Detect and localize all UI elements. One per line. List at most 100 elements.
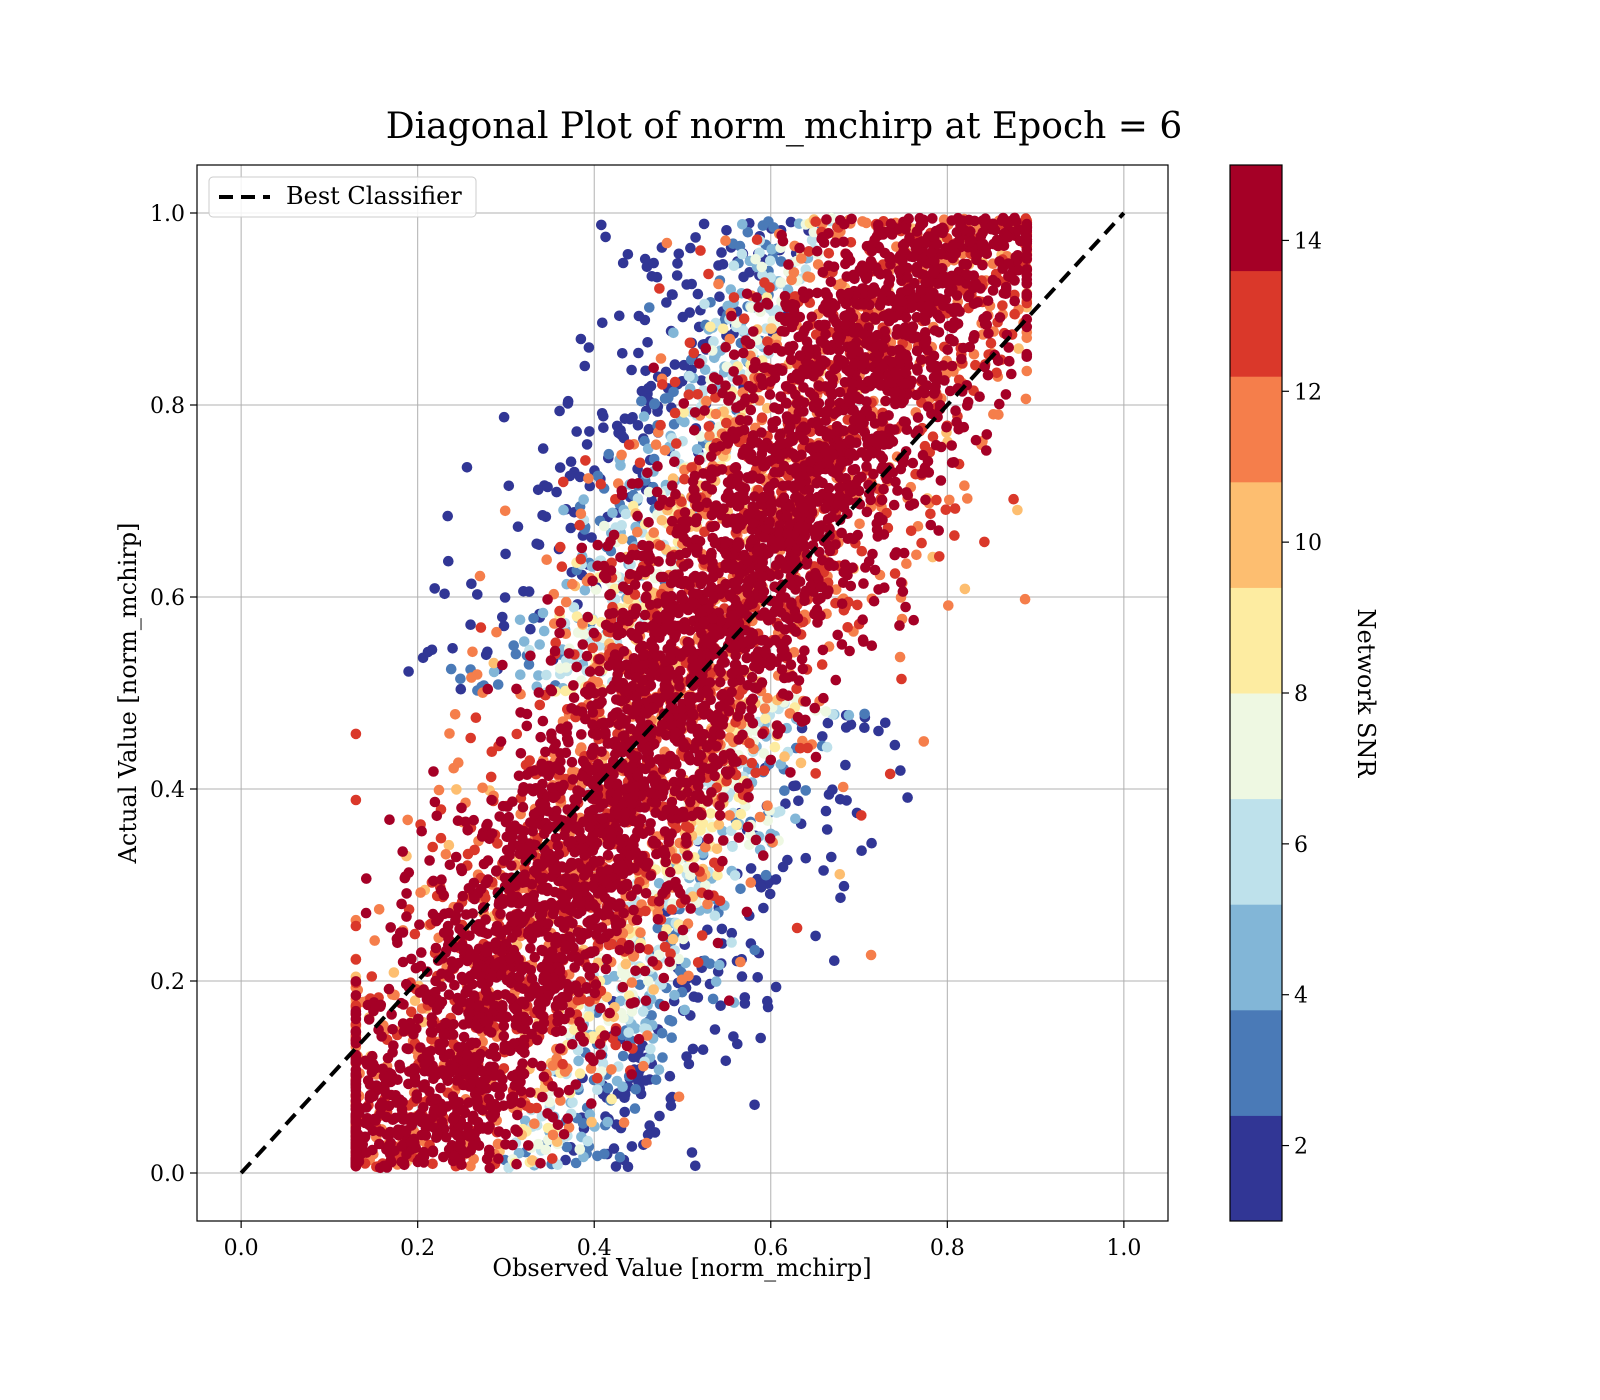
- scatter-point: [595, 1002, 606, 1014]
- scatter-point: [900, 416, 912, 428]
- scatter-point: [576, 729, 587, 740]
- scatter-point: [584, 996, 595, 1007]
- scatter-point: [747, 693, 759, 705]
- scatter-point: [673, 1091, 685, 1103]
- scatter-point: [611, 420, 623, 432]
- scatter-point: [683, 389, 695, 401]
- scatter-point: [646, 271, 658, 282]
- scatter-point: [993, 409, 1004, 420]
- scatter-point: [812, 259, 824, 270]
- scatter-point: [721, 225, 732, 236]
- scatter-point: [560, 685, 571, 697]
- scatter-point: [586, 1116, 597, 1128]
- scatter-point: [567, 1039, 578, 1050]
- scatter-point: [653, 1064, 665, 1075]
- scatter-point: [720, 341, 731, 353]
- scatter-point: [568, 602, 580, 613]
- scatter-point: [654, 540, 666, 551]
- scatter-point: [894, 651, 906, 663]
- scatter-point: [642, 1030, 653, 1041]
- scatter-point: [970, 359, 981, 371]
- scatter-point: [513, 770, 525, 782]
- scatter-point: [567, 774, 579, 785]
- scatter-point: [679, 416, 690, 428]
- scatter-point: [873, 725, 884, 737]
- scatter-point: [414, 919, 425, 930]
- scatter-point: [549, 645, 561, 657]
- scatter-point: [834, 794, 846, 805]
- scatter-point: [632, 420, 644, 431]
- scatter-point: [587, 1031, 598, 1042]
- scatter-point: [720, 1055, 732, 1067]
- scatter-point: [638, 411, 650, 422]
- scatter-point: [525, 943, 536, 954]
- scatter-point: [640, 1075, 651, 1086]
- scatter-point: [889, 568, 901, 579]
- scatter-point: [779, 785, 790, 796]
- scatter-point: [757, 220, 769, 231]
- scatter-point: [713, 278, 724, 290]
- scatter-point: [626, 977, 638, 988]
- scatter-point: [595, 478, 607, 490]
- scatter-point: [748, 392, 759, 404]
- scatter-point: [620, 958, 632, 970]
- scatter-point: [643, 383, 654, 394]
- scatter-point: [667, 480, 678, 492]
- scatter-point: [865, 949, 877, 961]
- scatter-point: [946, 440, 957, 451]
- scatter-point: [366, 971, 378, 982]
- scatter-point: [820, 706, 832, 717]
- scatter-point: [765, 754, 777, 766]
- scatter-point: [821, 824, 833, 835]
- scatter-point: [462, 848, 474, 860]
- scatter-point: [426, 644, 438, 656]
- scatter-point: [597, 317, 608, 329]
- scatter-point: [732, 375, 743, 386]
- scatter-point: [567, 766, 578, 777]
- scatter-point: [812, 594, 824, 606]
- scatter-point: [703, 889, 714, 901]
- scatter-point: [674, 965, 686, 976]
- scatter-point: [614, 944, 626, 956]
- scatter-point: [444, 859, 456, 871]
- scatter-point: [690, 1160, 701, 1172]
- scatter-point: [762, 995, 773, 1007]
- scatter-point: [1008, 493, 1019, 505]
- scatter-point: [794, 242, 805, 254]
- scatter-point: [601, 953, 613, 965]
- scatter-point: [552, 1119, 564, 1131]
- scatter-point: [468, 814, 480, 826]
- scatter-point: [701, 497, 713, 509]
- scatter-point: [778, 492, 790, 504]
- scatter-point: [661, 297, 672, 308]
- scatter-point: [806, 311, 818, 323]
- scatter-point: [894, 620, 905, 631]
- scatter-point: [840, 759, 851, 771]
- scatter-point: [617, 1081, 628, 1092]
- scatter-point: [540, 1144, 552, 1155]
- scatter-point: [634, 942, 645, 954]
- scatter-point: [749, 944, 761, 956]
- scatter-point: [520, 1115, 531, 1127]
- scatter-point: [584, 426, 595, 437]
- scatter-point: [861, 396, 872, 407]
- scatter-point: [691, 492, 702, 503]
- scatter-point: [581, 983, 592, 994]
- scatter-point: [488, 666, 500, 678]
- scatter-point: [643, 944, 654, 955]
- scatter-point: [465, 732, 477, 744]
- scatter-point: [596, 746, 607, 757]
- scatter-point: [552, 1010, 564, 1021]
- scatter-point: [598, 411, 609, 422]
- scatter-point: [527, 1155, 538, 1166]
- scatter-point: [735, 808, 747, 820]
- scatter-point: [781, 398, 792, 409]
- scatter-point: [592, 539, 604, 551]
- scatter-point: [690, 232, 701, 243]
- scatter-point: [429, 796, 441, 808]
- scatter-point: [959, 583, 971, 595]
- scatter-point: [925, 519, 937, 531]
- scatter-point: [860, 312, 871, 323]
- scatter-point: [384, 814, 395, 825]
